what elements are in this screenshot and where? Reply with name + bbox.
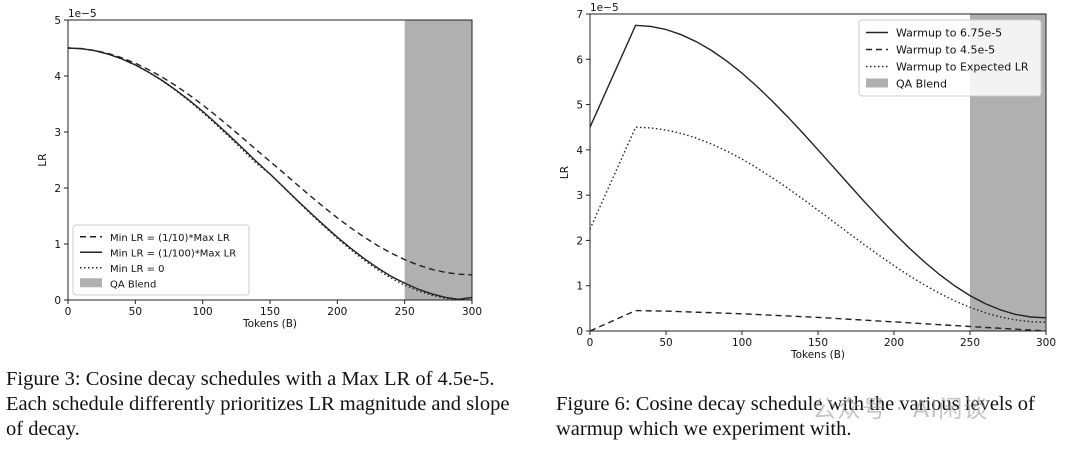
legend-label: Min LR = 0 xyxy=(110,264,165,275)
x-tick-label: 300 xyxy=(1036,337,1056,349)
legend-label: QA Blend xyxy=(110,279,156,290)
series-line-3 xyxy=(589,126,1047,323)
x-tick-label: 300 xyxy=(462,306,482,318)
series-line-2 xyxy=(589,309,1047,332)
y-axis-label: LR xyxy=(559,166,571,179)
x-tick-label: 250 xyxy=(960,337,980,349)
legend-label: Warmup to Expected LR xyxy=(896,61,1029,74)
legend-label: Min LR = (1/10)*Max LR xyxy=(110,233,230,244)
axis-scale-label: 1e−5 xyxy=(68,8,97,20)
y-tick-label: 4 xyxy=(576,145,583,157)
legend-patch-swatch xyxy=(866,78,888,88)
x-tick-label: 0 xyxy=(587,337,594,349)
x-tick-label: 100 xyxy=(193,306,213,318)
x-tick-label: 250 xyxy=(395,306,415,318)
y-tick-label: 3 xyxy=(54,127,61,139)
figure-6-caption: Figure 6: Cosine decay schedule with the… xyxy=(556,393,1035,440)
y-tick-label: 0 xyxy=(576,326,583,338)
y-tick-label: 5 xyxy=(54,15,61,27)
legend-patch-swatch xyxy=(80,278,102,288)
qa-blend-region xyxy=(404,20,472,300)
legend-box xyxy=(72,224,250,296)
x-tick-label: 200 xyxy=(884,337,904,349)
series-line-2 xyxy=(67,47,473,301)
y-tick-label: 0 xyxy=(54,295,61,307)
legend-label: Warmup to 4.5e-5 xyxy=(896,44,995,57)
x-axis-label: Tokens (B) xyxy=(790,349,845,361)
x-tick-label: 150 xyxy=(808,337,828,349)
chart-cosine-decay-warmup: 0 50 100 150 200 250 300 0 1 2 3 4 5 6 7 1e−5 Tokens (B)… xyxy=(559,2,1056,361)
y-tick-label: 1 xyxy=(576,281,583,293)
legend: Min LR = (1/10)*Max LR Min LR = (1/100)*M… xyxy=(72,224,250,296)
figure-3-caption: Figure 3: Cosine decay schedules with a … xyxy=(6,368,510,440)
legend-label: QA Blend xyxy=(896,78,947,91)
y-tick-label: 3 xyxy=(576,190,583,202)
x-tick-label: 50 xyxy=(129,306,142,318)
y-tick-label: 4 xyxy=(54,71,61,83)
axis-scale-label: 1e−5 xyxy=(590,2,619,14)
x-axis-label: Tokens (B) xyxy=(242,318,297,330)
y-axis-label: LR xyxy=(37,153,49,166)
legend-label: Warmup to 6.75e-5 xyxy=(896,27,1002,40)
series-line-1 xyxy=(67,47,473,276)
y-tick-label: 2 xyxy=(54,183,61,195)
y-tick-label: 6 xyxy=(576,54,583,66)
y-tick-label: 1 xyxy=(54,239,61,251)
x-tick-label: 50 xyxy=(659,337,672,349)
y-tick-label: 5 xyxy=(576,100,583,112)
y-tick-label: 7 xyxy=(576,9,583,21)
x-tick-label: 150 xyxy=(260,306,280,318)
chart-cosine-decay-max-lr: 0 50 100 150 200 250 300 0 1 2 3 4 5 1e−5 Tokens (B) LR… xyxy=(37,8,482,330)
x-tick-label: 0 xyxy=(65,306,72,318)
y-tick-label: 2 xyxy=(576,235,583,247)
legend-label: Min LR = (1/100)*Max LR xyxy=(110,248,236,259)
watermark-text: 公众号 · AI闲谈 xyxy=(812,395,989,423)
x-tick-label: 100 xyxy=(732,337,752,349)
legend-box xyxy=(858,19,1042,97)
x-tick-label: 200 xyxy=(327,306,347,318)
legend: Warmup to 6.75e-5 Warmup to 4.5e-5 Warmup … xyxy=(858,19,1042,97)
series-line-1 xyxy=(589,24,1047,319)
